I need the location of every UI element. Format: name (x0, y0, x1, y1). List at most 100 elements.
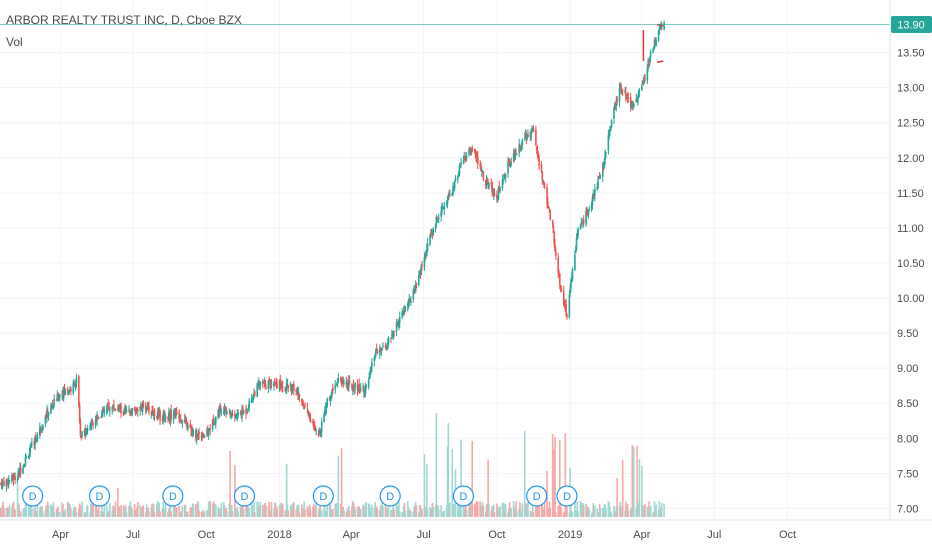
candle-body (208, 428, 211, 430)
candle-body (229, 412, 231, 416)
time-tick-label: Oct (488, 529, 505, 541)
candle-body (153, 409, 156, 416)
volume-bar (398, 511, 401, 517)
volume-bar (291, 503, 294, 517)
volume-bar (18, 504, 20, 517)
volume-bar (574, 501, 576, 517)
candle-body (267, 381, 270, 389)
volume-bar (423, 454, 426, 517)
candle-body (178, 412, 180, 420)
candle-body (142, 402, 145, 408)
candle-body (226, 412, 228, 414)
candle-body (359, 388, 362, 391)
candle-body (459, 166, 462, 168)
volume-bar (156, 501, 159, 517)
candle-body (103, 410, 106, 414)
candle-body (231, 414, 234, 416)
candle-body (242, 410, 245, 414)
candle-body (620, 84, 622, 93)
candle-body (540, 163, 543, 172)
candle-body (445, 203, 448, 206)
volume-indicator-label[interactable]: Vol (6, 35, 23, 49)
candle-body (352, 384, 355, 391)
candle-body (655, 40, 657, 46)
candle-body (501, 179, 504, 189)
candle-body (497, 188, 500, 199)
price-tick-label: 8.50 (897, 398, 918, 410)
candle-body (627, 97, 630, 99)
candle-body (301, 402, 304, 405)
time-tick-label: Oct (779, 529, 796, 541)
candle-body (462, 160, 465, 163)
candle-body (536, 150, 539, 155)
candle-body (380, 349, 383, 351)
candle-body (275, 381, 278, 385)
candle-body (576, 233, 579, 238)
candle-body (475, 152, 477, 158)
volume-bar (268, 502, 270, 517)
candle-body (421, 263, 423, 266)
candle-body (5, 479, 8, 487)
volume-bar (536, 504, 539, 517)
volume-bar (392, 501, 395, 517)
candle-body (519, 145, 521, 150)
candle-body (648, 61, 650, 64)
candle-body (499, 188, 501, 192)
candle-body (234, 414, 236, 418)
dividend-icon-label: D (96, 491, 104, 503)
candle-body (598, 177, 600, 180)
volume-bar (493, 511, 496, 517)
time-tick-label: Apr (343, 529, 360, 541)
candle-body (306, 407, 309, 409)
volume-bar (70, 507, 72, 517)
candle-body (446, 199, 449, 205)
volume-bar (95, 504, 98, 517)
dividend-icon (312, 485, 334, 507)
candle-body (245, 408, 247, 414)
dividend-icon (22, 485, 44, 507)
candle-body (493, 192, 496, 197)
candle-body (440, 211, 442, 217)
dividend-icon (88, 485, 111, 507)
volume-bar (293, 502, 295, 517)
candle-body (62, 388, 65, 399)
candle-body (574, 249, 577, 254)
volume-bar (594, 505, 596, 517)
candle-body (395, 322, 398, 332)
volume-bar (74, 506, 77, 517)
volume-bar (142, 505, 145, 517)
volume-bar (276, 508, 278, 517)
candle-body (626, 94, 629, 100)
candle-body (586, 209, 588, 213)
symbol-title[interactable]: ARBOR REALTY TRUST INC, D, Cboe BZX (6, 13, 242, 27)
candle-body (546, 187, 548, 205)
volume-bar (52, 501, 55, 517)
volume-bar (125, 506, 127, 517)
volume-bar (92, 501, 94, 517)
volume-bar (499, 506, 501, 517)
candle-body (514, 152, 517, 160)
price-tick-label: 7.00 (897, 503, 918, 515)
candle-body (148, 406, 150, 413)
candle-body (58, 397, 60, 399)
candle-body (286, 384, 289, 386)
volume-bar (145, 504, 148, 517)
volume-bar (426, 508, 429, 517)
candle-body (220, 410, 223, 412)
dividend-icon (379, 485, 401, 507)
candle-body (86, 428, 89, 431)
candle-body (552, 225, 555, 234)
volume-bar (64, 509, 67, 517)
price-tick-label: 10.50 (897, 258, 925, 270)
volume-bar (198, 510, 200, 517)
candle-body (16, 479, 19, 481)
candle-body (437, 217, 440, 219)
candle-body (105, 408, 108, 411)
candle-body (58, 394, 61, 398)
candle-body (219, 406, 222, 410)
volume-bar (248, 507, 251, 517)
volume-bar (515, 511, 518, 517)
candle-body (621, 92, 623, 94)
